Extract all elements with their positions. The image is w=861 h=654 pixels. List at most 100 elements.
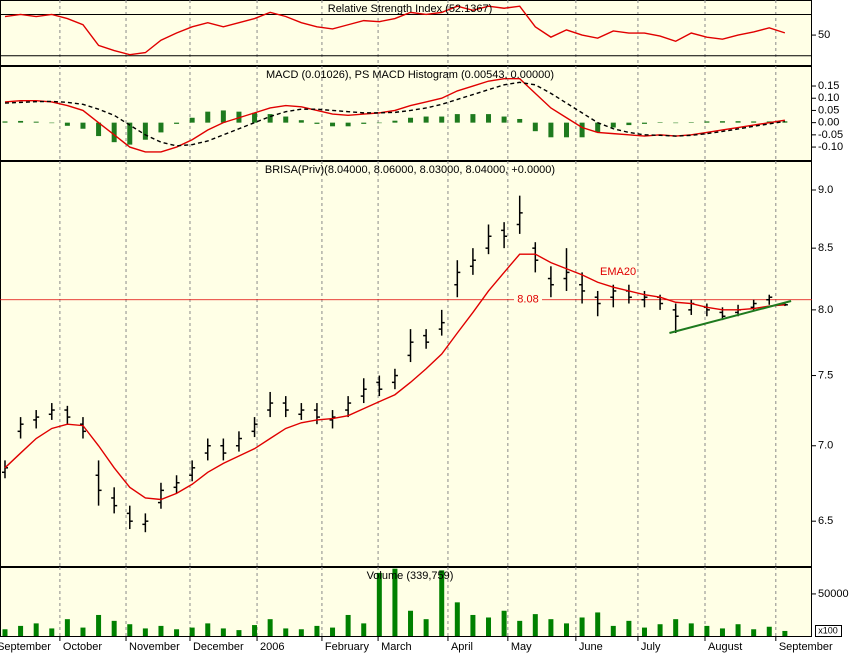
volume-bar xyxy=(439,570,445,636)
x-tick-label: May xyxy=(511,641,532,653)
line-series xyxy=(4,81,785,147)
histogram-bar xyxy=(517,118,523,123)
volume-bar xyxy=(2,629,8,636)
volume-bar xyxy=(595,612,601,636)
histogram-bar xyxy=(408,117,414,123)
histogram-bar xyxy=(579,122,585,138)
volume-bar xyxy=(298,629,304,636)
histogram-bar xyxy=(345,122,351,127)
histogram-bar xyxy=(314,122,320,124)
histogram-bar xyxy=(127,122,133,145)
scale-label-box xyxy=(815,625,842,637)
histogram-bar xyxy=(657,122,663,123)
histogram-bar xyxy=(2,121,8,123)
volume-bar xyxy=(626,620,632,636)
y-tick-label: 0.00 xyxy=(818,117,839,129)
volume-bar xyxy=(49,628,55,636)
histogram-bar xyxy=(704,121,710,123)
histogram-bar xyxy=(205,111,211,123)
volume-bar xyxy=(330,627,336,636)
volume-bar xyxy=(236,630,242,636)
volume-bar xyxy=(719,628,725,636)
volume-bar xyxy=(486,617,492,636)
y-tick-label: -0.10 xyxy=(818,141,843,153)
volume-bar xyxy=(80,627,86,636)
y-tick-label: 8.5 xyxy=(818,242,833,254)
x-tick-label: September xyxy=(779,641,833,653)
pane-background xyxy=(0,161,812,567)
y-tick-label: 7.5 xyxy=(818,369,833,381)
histogram-bar xyxy=(96,122,102,137)
volume-bar xyxy=(517,620,523,636)
pane-background xyxy=(0,0,812,66)
histogram-bar xyxy=(595,122,601,133)
histogram-bar xyxy=(610,122,616,128)
x-tick-label: July xyxy=(641,641,661,653)
volume-bar xyxy=(392,568,398,636)
pane-title: MACD (0.01026), PS MACD Histogram (0.005… xyxy=(266,69,554,81)
volume-bar xyxy=(33,623,39,636)
y-tick-label: -0.05 xyxy=(818,129,843,141)
series-label: EMA20 xyxy=(600,266,636,278)
volume-bar xyxy=(735,624,741,636)
y-tick-label: 7.0 xyxy=(818,440,833,452)
histogram-bar xyxy=(392,120,398,123)
histogram-bar xyxy=(626,122,632,126)
volume-bar xyxy=(470,614,476,636)
x-tick-label: September xyxy=(0,641,51,653)
volume-bar xyxy=(501,610,507,636)
volume-bar xyxy=(688,623,694,636)
y-tick-label: 6.5 xyxy=(818,515,833,527)
price-level-label: 8.08 xyxy=(517,294,538,306)
x-tick-label: February xyxy=(325,641,370,653)
y-tick-label: 8.0 xyxy=(818,304,833,316)
y-tick-label: 50000 xyxy=(818,588,849,600)
histogram-bar xyxy=(283,116,289,123)
volume-bar xyxy=(548,619,554,636)
histogram-bar xyxy=(158,122,164,133)
scale-label: x100 xyxy=(818,625,838,635)
histogram-bar xyxy=(80,122,86,129)
histogram-bar xyxy=(470,114,476,123)
histogram-bar xyxy=(641,122,647,124)
histogram-bar xyxy=(111,122,117,143)
volume-bar xyxy=(454,602,460,636)
histogram-bar xyxy=(563,122,569,138)
histogram-bar xyxy=(33,121,39,123)
volume-bar xyxy=(563,623,569,636)
histogram-bar xyxy=(423,116,429,123)
y-tick-label: 0.15 xyxy=(818,80,839,92)
volume-bar xyxy=(610,625,616,636)
volume-bar xyxy=(361,623,367,636)
histogram-bar xyxy=(501,116,507,123)
histogram-bar xyxy=(673,122,679,124)
volume-bar xyxy=(283,628,289,636)
price-level-label-bg xyxy=(514,293,542,306)
volume-bar xyxy=(189,627,195,636)
histogram-bar xyxy=(174,122,180,124)
volume-bar xyxy=(751,629,757,636)
y-tick-label: 50 xyxy=(818,29,830,41)
x-tick-label: June xyxy=(579,641,603,653)
histogram-bar xyxy=(298,120,304,123)
histogram-bar xyxy=(719,121,725,123)
x-tick-label: August xyxy=(708,641,742,653)
volume-bar xyxy=(408,610,414,636)
histogram-bar xyxy=(49,122,55,124)
volume-bar xyxy=(314,625,320,636)
x-tick-label: April xyxy=(451,641,473,653)
volume-bar xyxy=(18,625,24,636)
pane-title: Volume (339,759) xyxy=(367,570,454,582)
pane-title: Relative Strength Index (52.1367) xyxy=(328,3,493,15)
volume-bar xyxy=(673,619,679,636)
trend-line xyxy=(669,300,792,334)
y-tick-label: 9.0 xyxy=(818,184,833,196)
volume-bar xyxy=(532,614,538,636)
volume-bar xyxy=(127,624,133,636)
x-tick-label: December xyxy=(193,641,244,653)
histogram-bar xyxy=(64,122,70,126)
x-tick-label: 2006 xyxy=(260,641,284,653)
volume-bar xyxy=(174,629,180,636)
